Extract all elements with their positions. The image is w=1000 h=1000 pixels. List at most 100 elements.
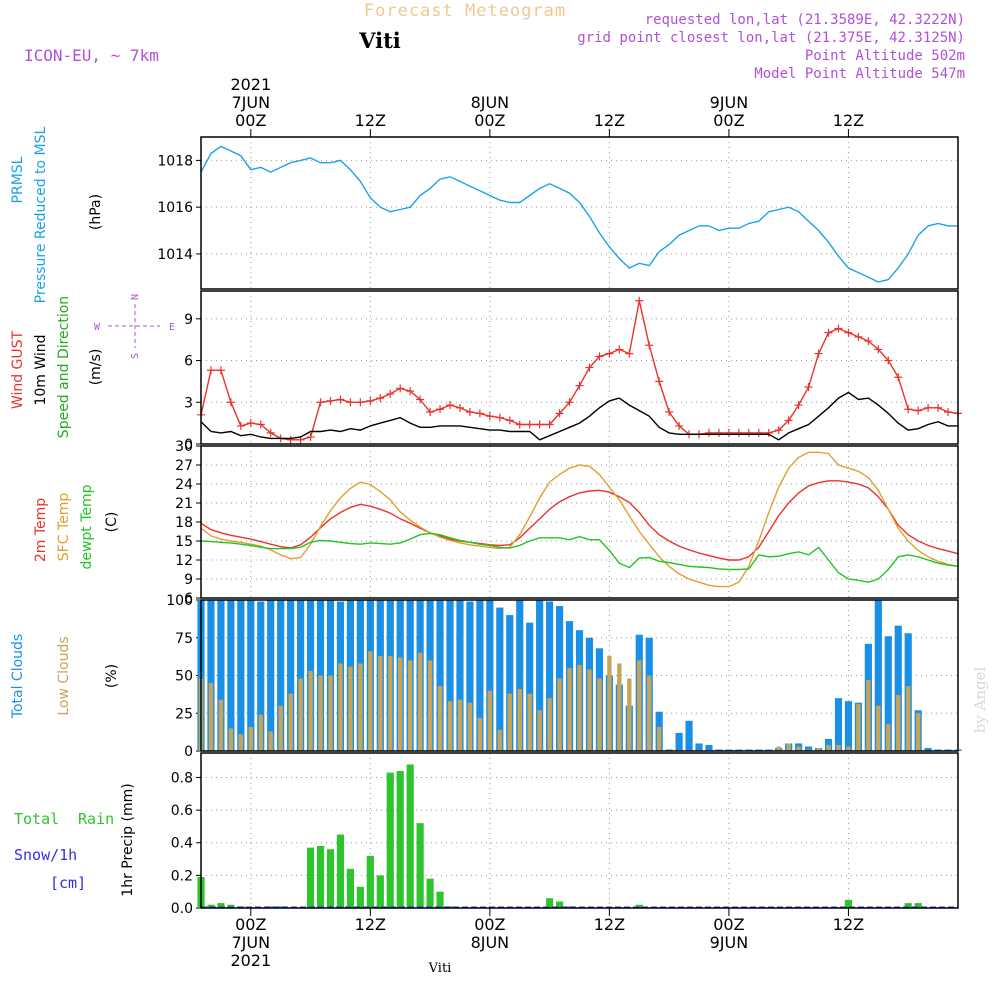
precip-bar-12 <box>316 846 325 908</box>
low-cloud-bar-43 <box>627 678 632 751</box>
total-cloud-bar-48 <box>675 732 683 751</box>
total-cloud-bar-26 <box>456 600 464 751</box>
precip-bar-16 <box>356 886 364 908</box>
low-cloud-bar-33 <box>527 693 532 751</box>
total-cloud-bar-28 <box>476 600 484 751</box>
low-cloud-bar-60 <box>796 746 801 751</box>
gust-marker-35 <box>545 420 554 429</box>
compass-e: E <box>169 322 175 333</box>
gust-marker-75 <box>944 408 953 417</box>
total-cloud-bar-25 <box>446 600 454 751</box>
y-tick-label-3-4: 100 <box>166 593 193 609</box>
gust-marker-71 <box>904 405 913 414</box>
low-cloud-bar-7 <box>268 731 273 751</box>
low-cloud-bar-28 <box>477 717 483 751</box>
total-cloud-bar-1 <box>207 600 215 751</box>
gust-marker-58 <box>774 426 783 435</box>
gust-marker-11 <box>306 433 315 442</box>
low-cloud-bar-20 <box>398 657 403 751</box>
total-cloud-bar-8 <box>277 600 285 751</box>
gust-marker-1 <box>206 366 215 375</box>
gust-marker-30 <box>495 413 504 422</box>
low-cloud-bar-10 <box>298 678 303 751</box>
gust-marker-39 <box>585 363 594 372</box>
precip-bar-72 <box>914 903 922 908</box>
low-cloud-bar-14 <box>338 663 343 751</box>
low-cloud-bar-21 <box>407 660 413 751</box>
precip-bar-23 <box>426 878 434 908</box>
requested-coords: requested lon,lat (21.3589E, 42.3222N) <box>645 12 965 28</box>
low-cloud-bar-65 <box>846 746 851 751</box>
low-cloud-bar-23 <box>427 660 433 751</box>
low-cloud-bar-22 <box>417 652 423 751</box>
gust-marker-20 <box>396 384 405 393</box>
low-cloud-bar-70 <box>896 695 901 751</box>
low-cloud-bar-71 <box>906 686 911 751</box>
pressure-labels: PRMSL Pressure Reduced to MSL (hPa) <box>10 126 104 303</box>
gust-marker-52 <box>714 428 723 437</box>
total-cloud-bar-69 <box>884 636 892 751</box>
total-label: Total <box>14 810 59 828</box>
gust-marker-23 <box>426 408 435 417</box>
low-cloud-bar-15 <box>348 666 353 751</box>
low-cloud-bar-37 <box>567 667 572 751</box>
total-cloud-bar-27 <box>466 601 474 751</box>
gust-marker-46 <box>655 377 664 386</box>
low-cloud-bar-12 <box>318 675 323 751</box>
low-cloud-bar-67 <box>866 680 871 751</box>
low-cloud-bar-13 <box>328 675 333 751</box>
low-cloud-bar-32 <box>517 689 522 751</box>
gust-marker-48 <box>675 421 684 430</box>
gust-marker-74 <box>934 403 943 412</box>
bottom-time-label-0-1: 7JUN <box>232 933 271 952</box>
low-cloud-bar-35 <box>547 698 552 751</box>
precip-bar-13 <box>326 849 335 908</box>
precip-bar-71 <box>904 903 912 908</box>
gust-marker-68 <box>874 345 883 354</box>
snow-label: Snow/1h <box>14 846 77 864</box>
low-cloud-bar-61 <box>806 749 811 751</box>
sfc-temp-label: SFC Temp <box>56 493 72 562</box>
y-tick-label-4-2: 0.4 <box>171 836 193 852</box>
gust-marker-37 <box>565 398 574 407</box>
y-tick-label-3-2: 50 <box>175 669 193 685</box>
gust-marker-12 <box>316 398 325 407</box>
precip-bar-44 <box>635 904 643 908</box>
series-line-0-0 <box>200 145 958 283</box>
low-cloud-bar-2 <box>218 699 224 751</box>
model-label: ICON-EU, ~ 7km <box>24 46 159 65</box>
precip-bar-8 <box>277 906 285 908</box>
total-cloud-bar-24 <box>436 600 444 751</box>
gust-marker-55 <box>744 428 753 437</box>
low-cloud-bar-38 <box>577 664 582 751</box>
low-cloud-bar-1 <box>208 683 214 751</box>
wind-unit-label: (m/s) <box>88 349 104 386</box>
y-tick-label-1-0: 0 <box>184 437 193 453</box>
low-cloud-bar-34 <box>537 710 542 751</box>
y-tick-label-3-3: 75 <box>175 631 193 647</box>
series-line-2-0 <box>200 480 959 561</box>
top-time-label-0-1: 7JUN <box>232 93 271 112</box>
total-cloud-bar-53 <box>725 749 733 751</box>
precip-bar-14 <box>336 834 345 908</box>
low-cloud-bar-36 <box>557 678 562 751</box>
gust-marker-18 <box>376 394 385 403</box>
low-cloud-bar-30 <box>497 729 503 751</box>
gust-marker-63 <box>824 328 833 337</box>
compass-s: S <box>130 353 141 359</box>
location-title: Viti <box>358 28 401 53</box>
low-cloud-bar-24 <box>437 686 443 751</box>
top-time-label-0-0: 2021 <box>230 75 271 94</box>
precip-bar-18 <box>376 875 384 908</box>
total-cloud-bar-10 <box>297 600 305 751</box>
low-cloud-bar-41 <box>607 655 612 751</box>
bottom-time-label-0-0: 00Z <box>235 915 266 934</box>
top-time-label-2-1: 00Z <box>474 111 505 130</box>
low-cloud-bar-18 <box>378 655 383 751</box>
bottom-time-label-0-2: 2021 <box>230 951 271 970</box>
y-tick-label-1-2: 6 <box>184 354 193 370</box>
y-tick-label-2-5: 21 <box>175 496 193 512</box>
wind-gust-label: Wind GUST <box>10 330 26 409</box>
bottom-time-label-3-0: 12Z <box>594 915 625 934</box>
gust-marker-38 <box>575 381 584 390</box>
